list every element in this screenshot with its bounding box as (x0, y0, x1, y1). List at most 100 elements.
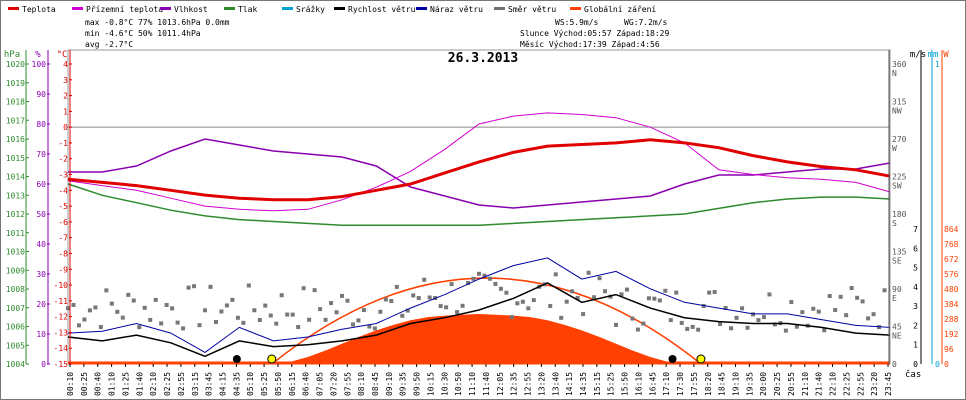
wind-direction-point (526, 306, 531, 311)
celsius-tick: -14 (54, 344, 69, 353)
wind-direction-point (274, 321, 279, 326)
stat-sun: Slunce Východ:05:57 Západ:18:29 (520, 29, 669, 38)
wind-direction-point (296, 325, 301, 330)
ms-tick: 0 (913, 360, 918, 369)
watt-tick: 288 (944, 315, 959, 324)
x-tick-label: 12:55 (524, 372, 533, 396)
watt-tick: 384 (944, 300, 959, 309)
celsius-tick: -8 (58, 249, 68, 258)
moonrise-marker (668, 355, 677, 363)
legend-label-3: Tlak (238, 5, 257, 14)
x-tick-label: 04:35 (232, 372, 241, 396)
x-tick-label: 22:10 (829, 372, 838, 396)
wind-direction-point (131, 298, 136, 303)
x-tick-label: 03:45 (205, 372, 214, 396)
celsius-tick: 2 (63, 92, 68, 101)
wind-direction-point (882, 288, 887, 293)
plot-area (66, 49, 891, 365)
x-tick-label: 20:00 (759, 372, 768, 396)
wind-direction-point (318, 307, 323, 312)
wind-direction-point (213, 319, 218, 324)
wind-direction-point (219, 309, 224, 314)
celsius-tick: -7 (58, 234, 68, 243)
direction-tick: 225 (892, 173, 907, 182)
wind-direction-point (619, 292, 624, 297)
hpa-tick: 1006 (6, 323, 25, 332)
direction-tick: S (892, 219, 897, 228)
x-tick-label: 10:15 (426, 372, 435, 396)
wind-direction-point (361, 308, 366, 313)
wind-direction-point (471, 276, 476, 281)
mm-axis-label: mm (928, 50, 939, 60)
wind-direction-point (268, 313, 273, 318)
wind-direction-point (197, 323, 202, 328)
wind-direction-point (378, 309, 383, 314)
legend-swatch-1 (72, 7, 83, 10)
stat-moon: Měsíc Východ:17:39 Západ:4:56 (520, 40, 660, 49)
x-tick-label: 06:40 (302, 372, 311, 396)
watt-tick: 576 (944, 270, 959, 279)
wind-direction-point (816, 309, 821, 314)
wind-direction-point (482, 273, 487, 278)
x-tick-label: 15:25 (607, 372, 616, 396)
wind-direction-point (729, 326, 734, 331)
x-tick-label: 11:10 (468, 372, 477, 396)
moonset-marker (232, 355, 241, 363)
wind-direction-point (66, 306, 70, 311)
wind-direction-point (246, 283, 251, 288)
x-tick-label: 10:30 (440, 372, 449, 396)
wind-direction-point (455, 310, 460, 315)
x-tick-label: 23:45 (884, 372, 893, 396)
wind-direction-point (416, 296, 421, 301)
hpa-tick: 1014 (6, 173, 25, 182)
wind-direction-point (871, 312, 876, 317)
x-axis-label: čas (905, 369, 921, 380)
percent-tick: 60 (36, 180, 46, 189)
wind-direction-point (827, 294, 832, 299)
stat-min: min -4.6°C 50% 1011.4hPa (85, 29, 201, 38)
wind-direction-point (257, 318, 262, 323)
wind-direction-point (109, 301, 114, 306)
wind-direction-point (76, 323, 81, 328)
celsius-tick: -6 (58, 218, 68, 227)
percent-tick: 40 (36, 240, 46, 249)
wind-direction-point (608, 294, 613, 299)
wind-direction-point (630, 316, 635, 321)
wind-direction-point (394, 284, 399, 289)
wind-direction-point (148, 317, 153, 322)
wind-direction-point (350, 322, 355, 327)
wind-direction-point (93, 305, 98, 310)
wind-direction-point (772, 322, 777, 327)
wind-direction-point (822, 328, 827, 333)
wind-direction-point (575, 295, 580, 300)
legend-swatch-2 (160, 7, 171, 10)
percent-tick: 20 (36, 300, 46, 309)
wind-direction-point (186, 285, 191, 290)
series-global-radiation-area (271, 314, 702, 364)
legend-label-1: Přízemní teplota (86, 5, 163, 14)
watt-tick: 864 (944, 225, 959, 234)
hpa-tick: 1010 (6, 248, 25, 257)
legend-swatch-8 (570, 7, 581, 10)
x-tick-label: 20:55 (787, 372, 796, 396)
wind-direction-point (192, 284, 197, 289)
x-tick-label: 13:40 (551, 372, 560, 396)
wind-direction-point (372, 326, 377, 331)
wind-direction-point (690, 324, 695, 329)
wind-direction-point (449, 282, 454, 287)
wind-direction-point (531, 298, 536, 303)
wind-direction-point (844, 313, 849, 318)
wind-direction-point (685, 326, 690, 331)
wind-direction-point (98, 325, 103, 330)
hpa-tick: 1008 (6, 285, 25, 294)
wind-direction-point (493, 281, 498, 286)
celsius-tick: 4 (63, 60, 68, 69)
wind-direction-point (477, 271, 481, 276)
wind-direction-point (597, 276, 602, 281)
percent-tick: 80 (36, 120, 46, 129)
wind-direction-point (252, 308, 257, 313)
wind-direction-point (438, 304, 443, 309)
wind-direction-point (811, 306, 816, 311)
hpa-axis-label: hPa (4, 50, 20, 60)
